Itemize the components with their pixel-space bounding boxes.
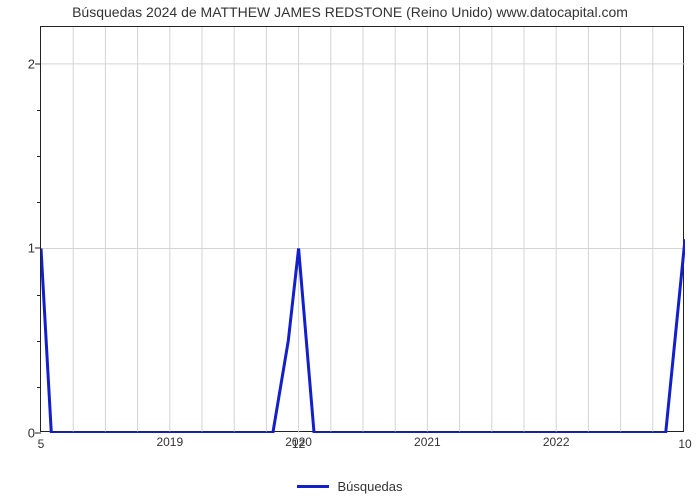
data-label: 5 bbox=[38, 437, 45, 451]
data-label: 10 bbox=[678, 437, 691, 451]
ytick-label: 0 bbox=[28, 426, 35, 441]
ytick-minor bbox=[37, 156, 41, 157]
ytick-mark bbox=[35, 248, 41, 249]
xtick-label: 2022 bbox=[543, 435, 570, 449]
legend: Búsquedas bbox=[0, 476, 700, 494]
plot-svg bbox=[41, 27, 685, 433]
legend-label: Búsquedas bbox=[337, 479, 402, 494]
xtick-label: 2021 bbox=[414, 435, 441, 449]
chart-title: Búsquedas 2024 de MATTHEW JAMES REDSTONE… bbox=[0, 4, 700, 20]
ytick-minor bbox=[37, 387, 41, 388]
ytick-label: 1 bbox=[28, 241, 35, 256]
legend-swatch bbox=[297, 485, 329, 488]
ytick-mark bbox=[35, 63, 41, 64]
ytick-mark bbox=[35, 433, 41, 434]
data-label: 12 bbox=[292, 437, 305, 451]
xtick-label: 2019 bbox=[156, 435, 183, 449]
legend-item-busquedas: Búsquedas bbox=[297, 479, 402, 494]
ytick-minor bbox=[37, 341, 41, 342]
ytick-minor bbox=[37, 295, 41, 296]
ytick-minor bbox=[37, 110, 41, 111]
ytick-minor bbox=[37, 202, 41, 203]
ytick-label: 2 bbox=[28, 56, 35, 71]
plot-area: 012201920202021202251210 bbox=[40, 26, 684, 432]
